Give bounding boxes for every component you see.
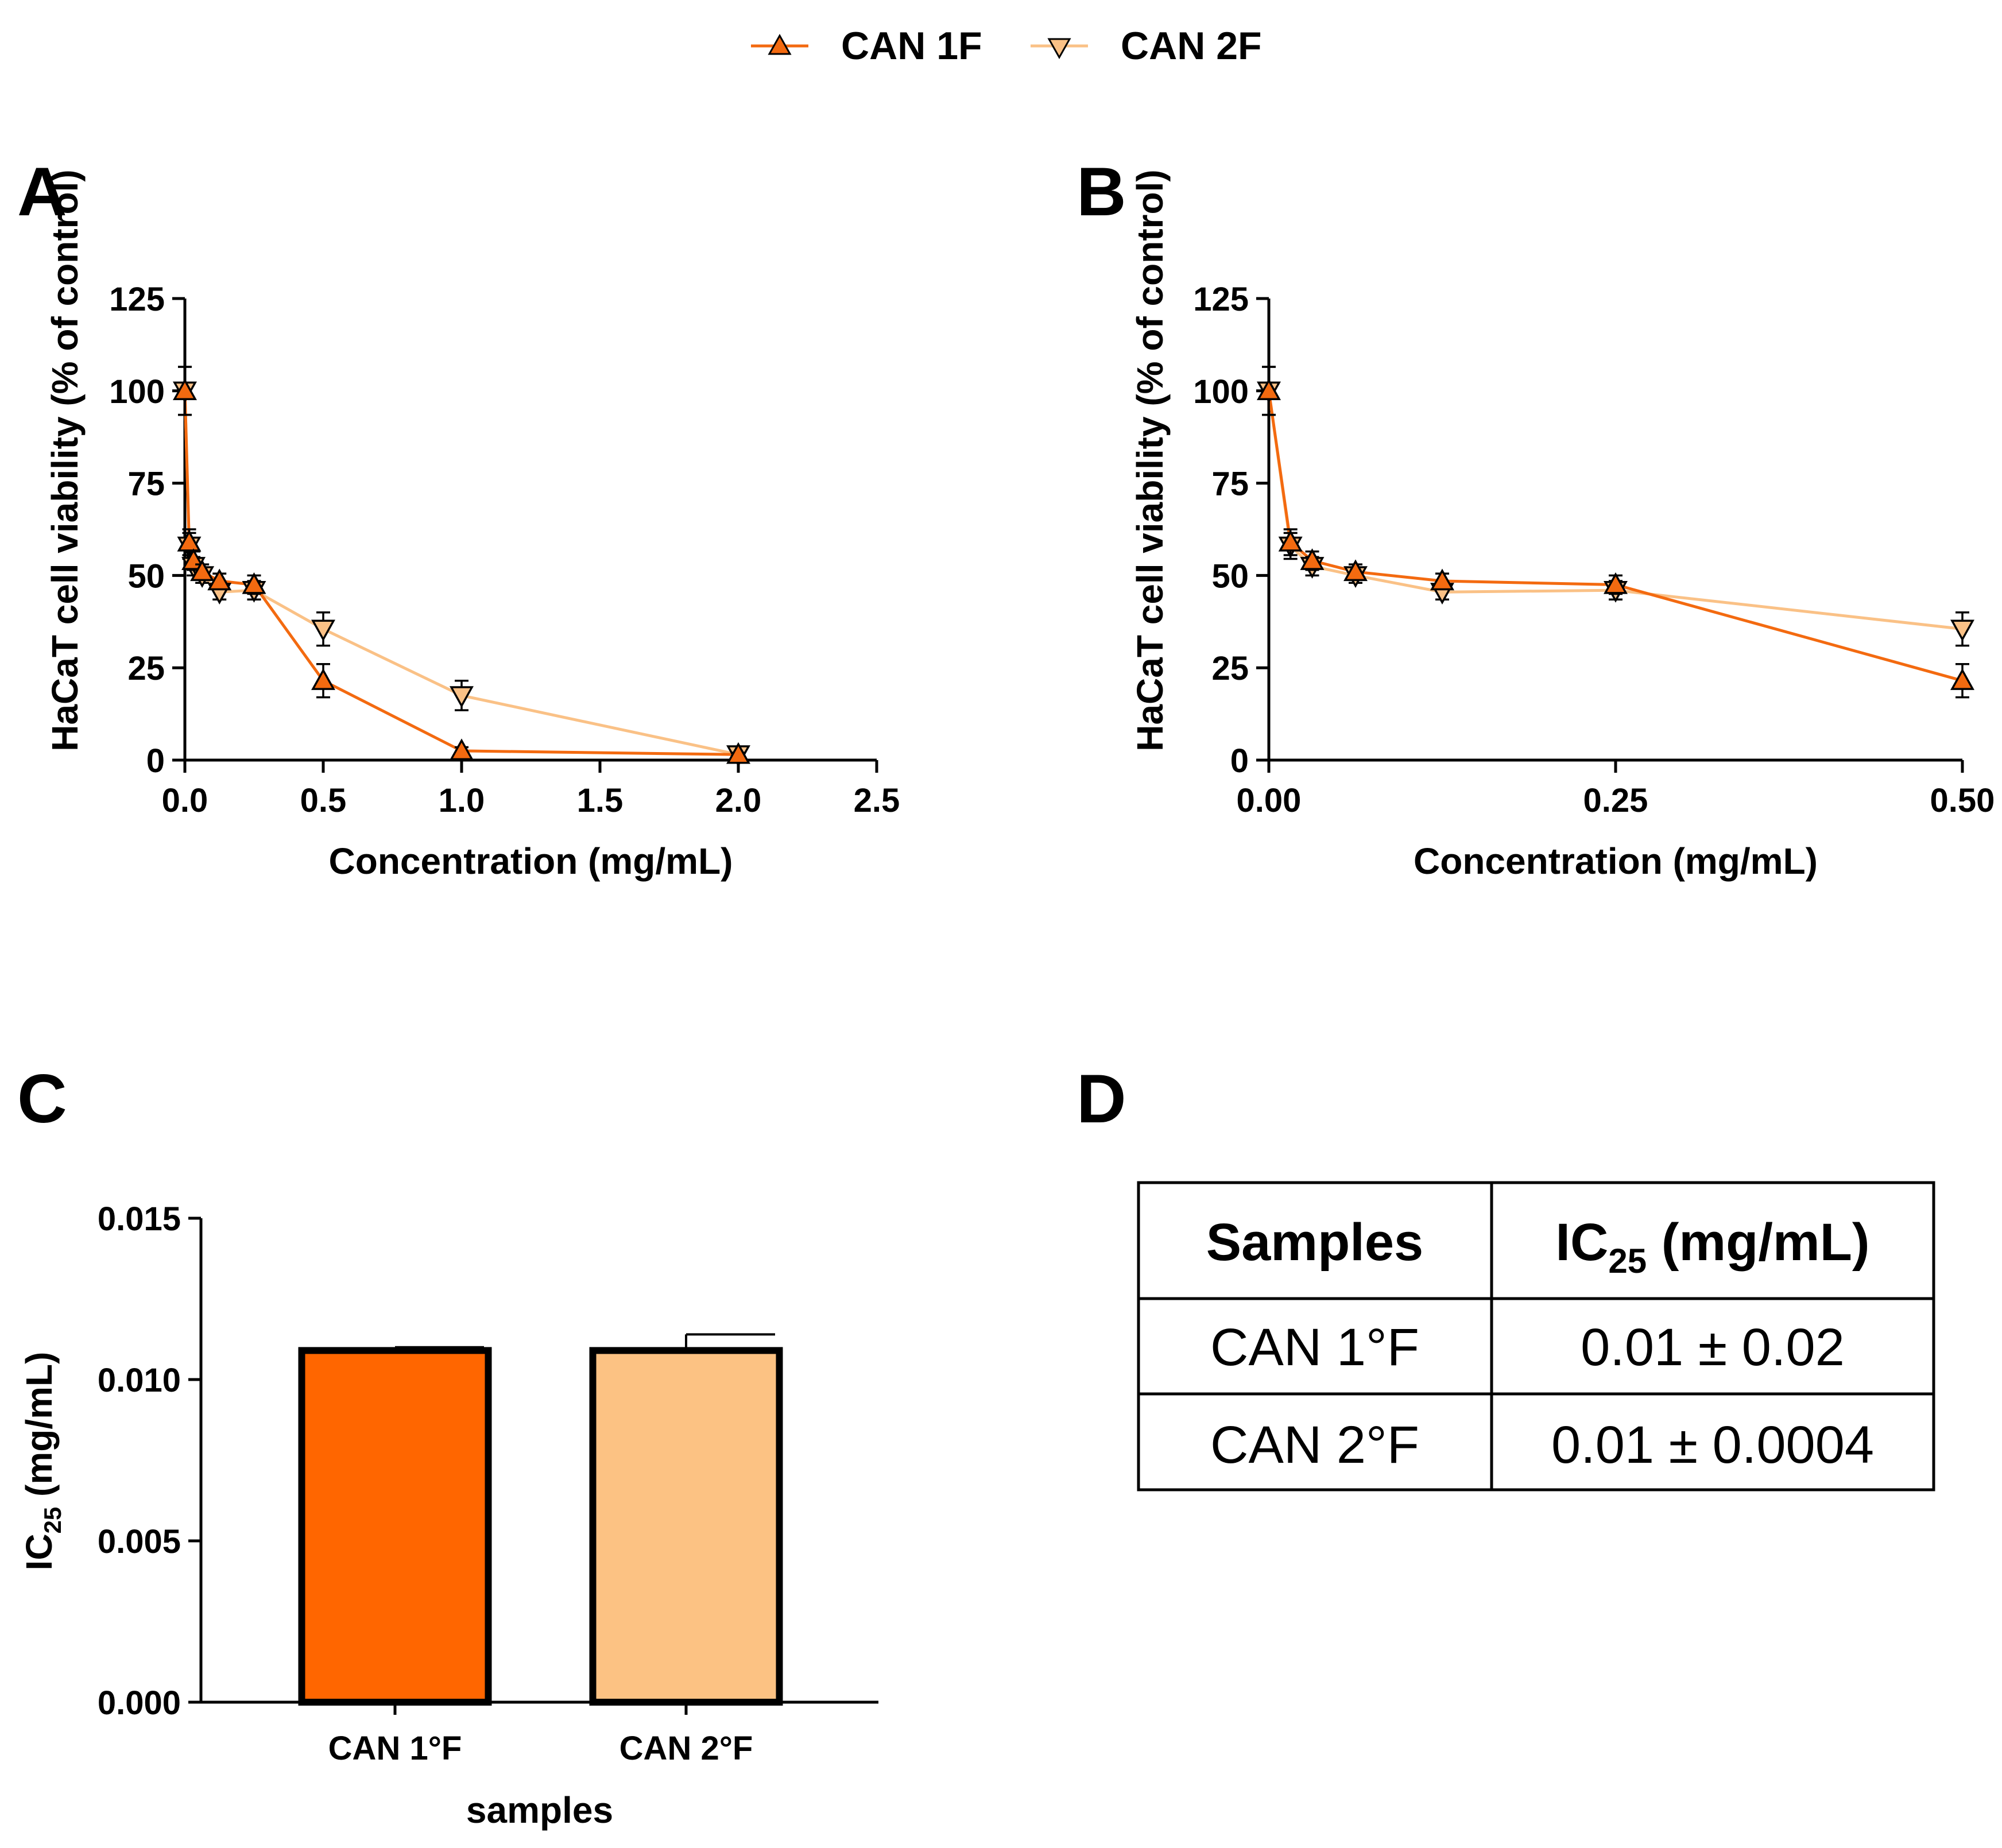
x-tick-label: 1.5	[577, 782, 624, 819]
table-row-1-value: 0.01 ± 0.02	[1581, 1318, 1845, 1377]
chart-c: 0.000 0.005 0.010 0.015 CAN 1°F CAN 2°Fsample…	[18, 1200, 878, 1831]
table-border	[1137, 1181, 1935, 1491]
x-tick-label: 0.25	[1583, 782, 1648, 819]
y-axis-label-sub: 25	[39, 1507, 66, 1534]
x-tick-label: CAN 1°F	[328, 1730, 462, 1767]
panel-letter-b: B	[1076, 153, 1126, 230]
y-tick-label: 0	[146, 742, 165, 780]
y-tick-label: 25	[127, 650, 165, 687]
panel-letter-c: C	[17, 1060, 67, 1137]
y-tick-label: 0.015	[98, 1200, 181, 1238]
data-point-can-1f	[1950, 668, 1974, 690]
series-line-can-1f	[1267, 390, 1963, 683]
y-axis-label: HaCaT cell viability (% of control)	[1129, 169, 1171, 751]
x-tick-label: 2.5	[854, 782, 900, 819]
y-tick-label: 75	[1211, 466, 1249, 503]
table-header-samples: Samples	[1206, 1213, 1423, 1272]
y-tick-label: 50	[1211, 557, 1249, 595]
x-tick-label: 0.5	[300, 782, 347, 819]
x-tick-label: 0.50	[1930, 782, 1995, 819]
legend-marker-can-1f	[768, 33, 792, 55]
y-tick-label: 0.010	[98, 1362, 181, 1399]
legend-item-can-1f: CAN 1F	[751, 24, 982, 68]
x-tick-label: 0.00	[1237, 782, 1302, 819]
data-point-can-1f	[173, 378, 197, 400]
ic25-table: Samples IC25 (mg/mL) CAN 1°F 0.01 ± 0.02…	[1137, 1181, 1935, 1491]
data-point-can-1f	[207, 568, 232, 591]
y-tick-label: 25	[1211, 650, 1249, 687]
x-axis-label: samples	[466, 1789, 613, 1831]
x-tick-label: 2.0	[715, 782, 762, 819]
y-axis-label: IC25 (mg/mL)	[18, 1352, 66, 1571]
legend-label-can-1f: CAN 1F	[841, 24, 982, 68]
table-row-2-sample: CAN 2°F	[1210, 1416, 1419, 1474]
y-tick-label: 50	[127, 557, 165, 595]
data-point-can-1f	[242, 572, 266, 594]
legend-label-can-2f: CAN 2F	[1121, 24, 1262, 68]
data-point-can-1f	[311, 668, 335, 690]
data-point-can-1f	[1343, 559, 1368, 582]
table-header-ic25: IC25 (mg/mL)	[1555, 1213, 1869, 1280]
table-row-1-sample: CAN 1°F	[1210, 1318, 1419, 1377]
table-header-ic-sub: 25	[1608, 1242, 1647, 1280]
y-axis-label: HaCaT cell viability (% of control)	[44, 169, 86, 751]
data-point-can-1f	[1300, 548, 1325, 570]
bar-can-1-f	[298, 1347, 492, 1706]
panel-letter-a: A	[17, 153, 67, 230]
data-point-can-1f	[1278, 529, 1303, 552]
y-tick-label: 125	[1193, 281, 1249, 318]
x-axis-label: Concentration (mg/mL)	[1414, 840, 1818, 882]
y-tick-label: 0.000	[98, 1684, 181, 1722]
data-point-can-2f	[1950, 619, 1974, 642]
y-tick-label: 0.005	[98, 1523, 181, 1560]
data-point-can-1f	[1430, 568, 1454, 591]
y-axis-label-ic: IC	[18, 1533, 60, 1570]
x-tick-label: 1.0	[439, 782, 485, 819]
table-header-unit: (mg/mL)	[1647, 1213, 1869, 1272]
data-point-can-1f	[1257, 378, 1281, 400]
y-tick-label: 100	[109, 373, 165, 410]
y-tick-label: 125	[109, 281, 165, 318]
bar-can-2-f	[589, 1347, 783, 1706]
chart-a: 0 25 50 75 100 125 0.0 0.5 1.0 1.5 2.0 2.5 Concentra…	[44, 169, 900, 882]
table-row-2-value: 0.01 ± 0.0004	[1551, 1416, 1874, 1474]
data-point-can-1f	[726, 742, 750, 764]
data-point-can-2f	[450, 686, 474, 708]
legend-marker-can-2f	[1047, 38, 1071, 60]
data-point-can-1f	[1604, 572, 1628, 594]
data-point-can-2f	[311, 619, 335, 642]
panel-letter-d: D	[1076, 1060, 1126, 1137]
y-tick-label: 0	[1230, 742, 1249, 780]
data-point-can-1f	[190, 559, 215, 582]
y-tick-label: 75	[127, 466, 165, 503]
data-point-can-1f	[450, 738, 474, 761]
x-tick-label: CAN 2°F	[619, 1730, 753, 1767]
legend-item-can-2f: CAN 2F	[1031, 24, 1262, 68]
legend: CAN 1F CAN 2F	[751, 24, 1262, 68]
chart-b: 0 25 50 75 100 125 0.00 0.25 0.50 Concentration (…	[1129, 169, 1995, 882]
x-tick-label: 0.0	[162, 782, 208, 819]
y-tick-label: 100	[1193, 373, 1249, 410]
table-header-ic: IC	[1555, 1213, 1608, 1272]
y-axis-label-unit: (mg/mL)	[18, 1352, 60, 1507]
x-axis-label: Concentration (mg/mL)	[329, 840, 733, 882]
